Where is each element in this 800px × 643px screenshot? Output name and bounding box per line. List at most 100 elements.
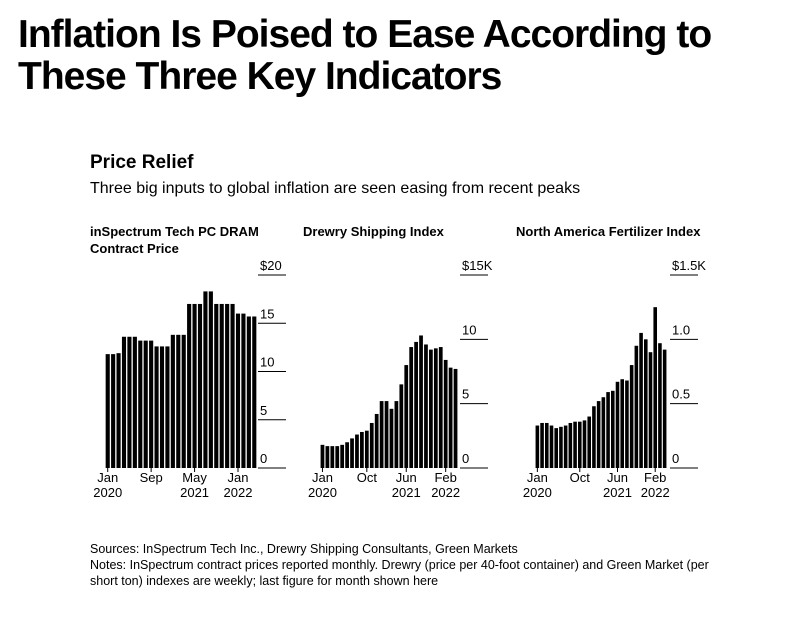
y-tick-label: $1.5K: [672, 258, 706, 273]
description: Three big inputs to global inflation are…: [90, 180, 581, 197]
chart-title: inSpectrum Tech PC DRAM Contract Price: [90, 224, 259, 256]
y-tick-label: $20: [260, 258, 282, 273]
y-tick-label: 15: [260, 306, 274, 321]
bar: [658, 343, 662, 468]
bar: [105, 354, 110, 468]
bar: [540, 422, 544, 468]
bar: [549, 425, 554, 468]
bar: [208, 291, 213, 468]
bar: [554, 428, 559, 468]
x-tick-label: Feb 2022: [641, 470, 670, 500]
chart-title: Drewry Shipping Index: [303, 224, 444, 239]
bar: [320, 444, 325, 468]
bar: [433, 348, 438, 468]
chart: 0 0.5 1.0 $1.5K Jan 2020 Oct Jun 2021 Feb 2022: [523, 258, 706, 500]
bar: [116, 353, 121, 468]
bar: [159, 346, 165, 468]
bar: [149, 340, 154, 468]
bar: [197, 303, 203, 468]
bar: [379, 401, 384, 468]
bar: [592, 406, 596, 468]
bar: [330, 446, 335, 468]
y-tick-label: 10: [462, 322, 476, 337]
bar: [181, 334, 186, 468]
bar: [138, 340, 143, 468]
bar: [648, 352, 653, 468]
bar: [620, 379, 625, 468]
y-tick-label: 0: [672, 451, 679, 466]
bar: [345, 442, 349, 468]
bar: [192, 303, 197, 468]
y-tick-label: 0: [462, 451, 469, 466]
chart: 0 5 10 $15K Jan 2020 Oct Jun 2021 Feb 2022: [308, 258, 493, 500]
bar: [154, 346, 159, 468]
bar: [419, 335, 423, 468]
bar: [340, 444, 345, 468]
bar: [544, 422, 549, 468]
bar: [214, 303, 219, 468]
bar: [429, 349, 433, 468]
chart-title: North America Fertilizer Index: [516, 224, 701, 239]
bar: [252, 316, 257, 468]
y-tick-label: 0: [260, 451, 267, 466]
bar: [615, 381, 620, 468]
bar: [606, 392, 610, 468]
chart: 0 5 10 15 $20 Jan 2020 Sep May 2021 Jan 2022: [93, 258, 286, 500]
bar: [235, 313, 241, 468]
bar: [374, 413, 379, 468]
bar: [577, 421, 582, 468]
bar: [568, 422, 573, 468]
bar: [241, 313, 246, 468]
y-tick-label: 5: [260, 403, 267, 418]
bar: [170, 334, 175, 468]
bar: [559, 426, 563, 468]
bar: [596, 401, 601, 468]
x-tick-label: Oct: [357, 470, 378, 485]
bar: [389, 408, 394, 468]
bar: [111, 354, 116, 468]
notes: Notes: InSpectrum contract prices report…: [90, 558, 709, 588]
bar: [587, 416, 592, 468]
bar: [350, 438, 354, 468]
bar: [662, 349, 667, 468]
bar: [443, 359, 448, 468]
bar: [639, 332, 643, 468]
bar: [384, 401, 389, 468]
bar: [625, 380, 629, 468]
bar: [127, 336, 132, 468]
y-tick-label: $15K: [462, 258, 493, 273]
bar: [230, 303, 235, 468]
sources: Sources: InSpectrum Tech Inc., Drewry Sh…: [90, 542, 518, 556]
y-tick-label: 0.5: [672, 387, 690, 402]
bar: [643, 339, 648, 468]
bar: [634, 345, 639, 468]
bar: [335, 446, 340, 468]
y-tick-label: 10: [260, 355, 274, 370]
bar: [453, 368, 458, 468]
bar: [176, 334, 181, 468]
bar: [246, 316, 251, 468]
x-tick-label: May 2021: [180, 470, 209, 500]
bar: [394, 401, 399, 468]
x-tick-label: Sep: [140, 470, 163, 485]
bar: [360, 431, 364, 468]
bar: [143, 340, 148, 468]
x-tick-label: Jan 2020: [93, 470, 122, 500]
bar: [653, 307, 658, 468]
y-tick-label: 1.0: [672, 322, 690, 337]
bar: [203, 291, 208, 468]
bar: [448, 367, 453, 468]
bar: [563, 425, 568, 468]
bar: [409, 347, 414, 468]
bar: [165, 346, 170, 468]
x-tick-label: Jun 2021: [392, 470, 421, 500]
bar: [364, 430, 369, 468]
bar: [399, 384, 404, 468]
bar: [404, 365, 409, 468]
x-tick-label: Jun 2021: [603, 470, 632, 500]
x-tick-label: Jan 2020: [523, 470, 552, 500]
bar: [535, 425, 540, 468]
bar: [187, 303, 192, 468]
x-tick-label: Oct: [570, 470, 591, 485]
